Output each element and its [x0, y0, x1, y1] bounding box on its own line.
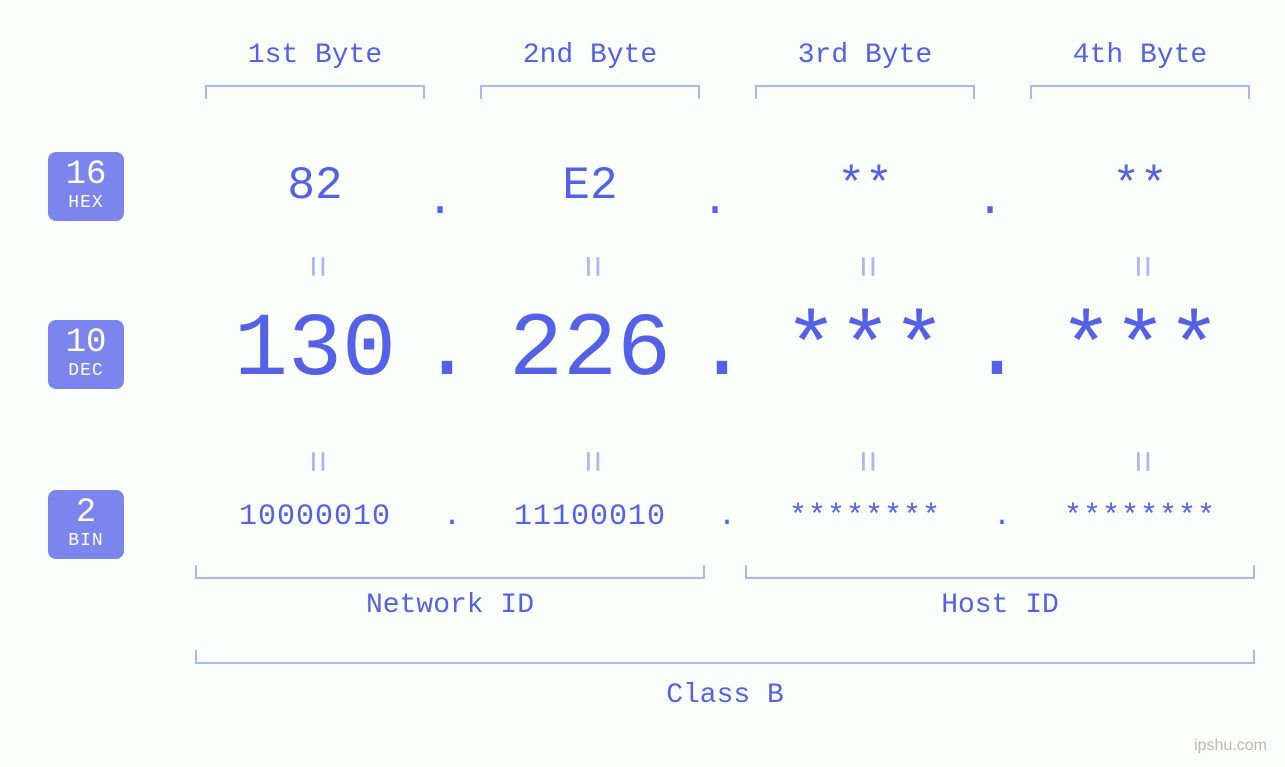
hex-byte-3: **	[730, 160, 1000, 212]
eq-icon: =	[294, 442, 337, 482]
eq-icon: =	[294, 247, 337, 287]
byte-header-4: 4th Byte	[1005, 40, 1275, 71]
network-id-label: Network ID	[195, 590, 705, 621]
base-num-bin: 2	[48, 496, 124, 532]
dec-byte-4: ***	[1005, 300, 1275, 402]
bracket-host	[745, 565, 1255, 579]
dec-byte-2: 226	[455, 300, 725, 402]
eq-icon: =	[1119, 247, 1162, 287]
dec-byte-3: ***	[730, 300, 1000, 402]
base-label-dec: DEC	[48, 362, 124, 381]
bin-byte-1: 10000010	[180, 500, 450, 534]
bracket-top-3	[755, 85, 975, 99]
bracket-top-1	[205, 85, 425, 99]
byte-header-2: 2nd Byte	[455, 40, 725, 71]
host-id-label: Host ID	[745, 590, 1255, 621]
hex-dot-2: .	[695, 175, 735, 227]
dec-byte-1: 130	[180, 300, 450, 402]
hex-byte-2: E2	[455, 160, 725, 212]
bracket-network	[195, 565, 705, 579]
bin-byte-4: ********	[1005, 500, 1275, 534]
hex-dot-3: .	[970, 175, 1010, 227]
bracket-class	[195, 650, 1255, 664]
bin-byte-3: ********	[730, 500, 1000, 534]
base-badge-hex: 16 HEX	[48, 152, 124, 221]
bin-byte-2: 11100010	[455, 500, 725, 534]
eq-icon: =	[1119, 442, 1162, 482]
eq-icon: =	[844, 442, 887, 482]
dec-dot-3: .	[970, 300, 1010, 402]
eq-icon: =	[844, 247, 887, 287]
base-num-hex: 16	[48, 158, 124, 194]
hex-dot-1: .	[420, 175, 460, 227]
byte-header-3: 3rd Byte	[730, 40, 1000, 71]
bracket-top-2	[480, 85, 700, 99]
class-label: Class B	[195, 680, 1255, 711]
hex-byte-4: **	[1005, 160, 1275, 212]
base-label-bin: BIN	[48, 532, 124, 551]
base-badge-bin: 2 BIN	[48, 490, 124, 559]
bracket-top-4	[1030, 85, 1250, 99]
eq-icon: =	[569, 247, 612, 287]
dec-dot-2: .	[695, 300, 735, 402]
watermark: ipshu.com	[1194, 737, 1267, 755]
byte-header-1: 1st Byte	[180, 40, 450, 71]
base-num-dec: 10	[48, 326, 124, 362]
base-badge-dec: 10 DEC	[48, 320, 124, 389]
ip-diagram: 1st Byte 2nd Byte 3rd Byte 4th Byte 16 H…	[0, 0, 1285, 767]
dec-dot-1: .	[420, 300, 460, 402]
eq-icon: =	[569, 442, 612, 482]
hex-byte-1: 82	[180, 160, 450, 212]
base-label-hex: HEX	[48, 194, 124, 213]
